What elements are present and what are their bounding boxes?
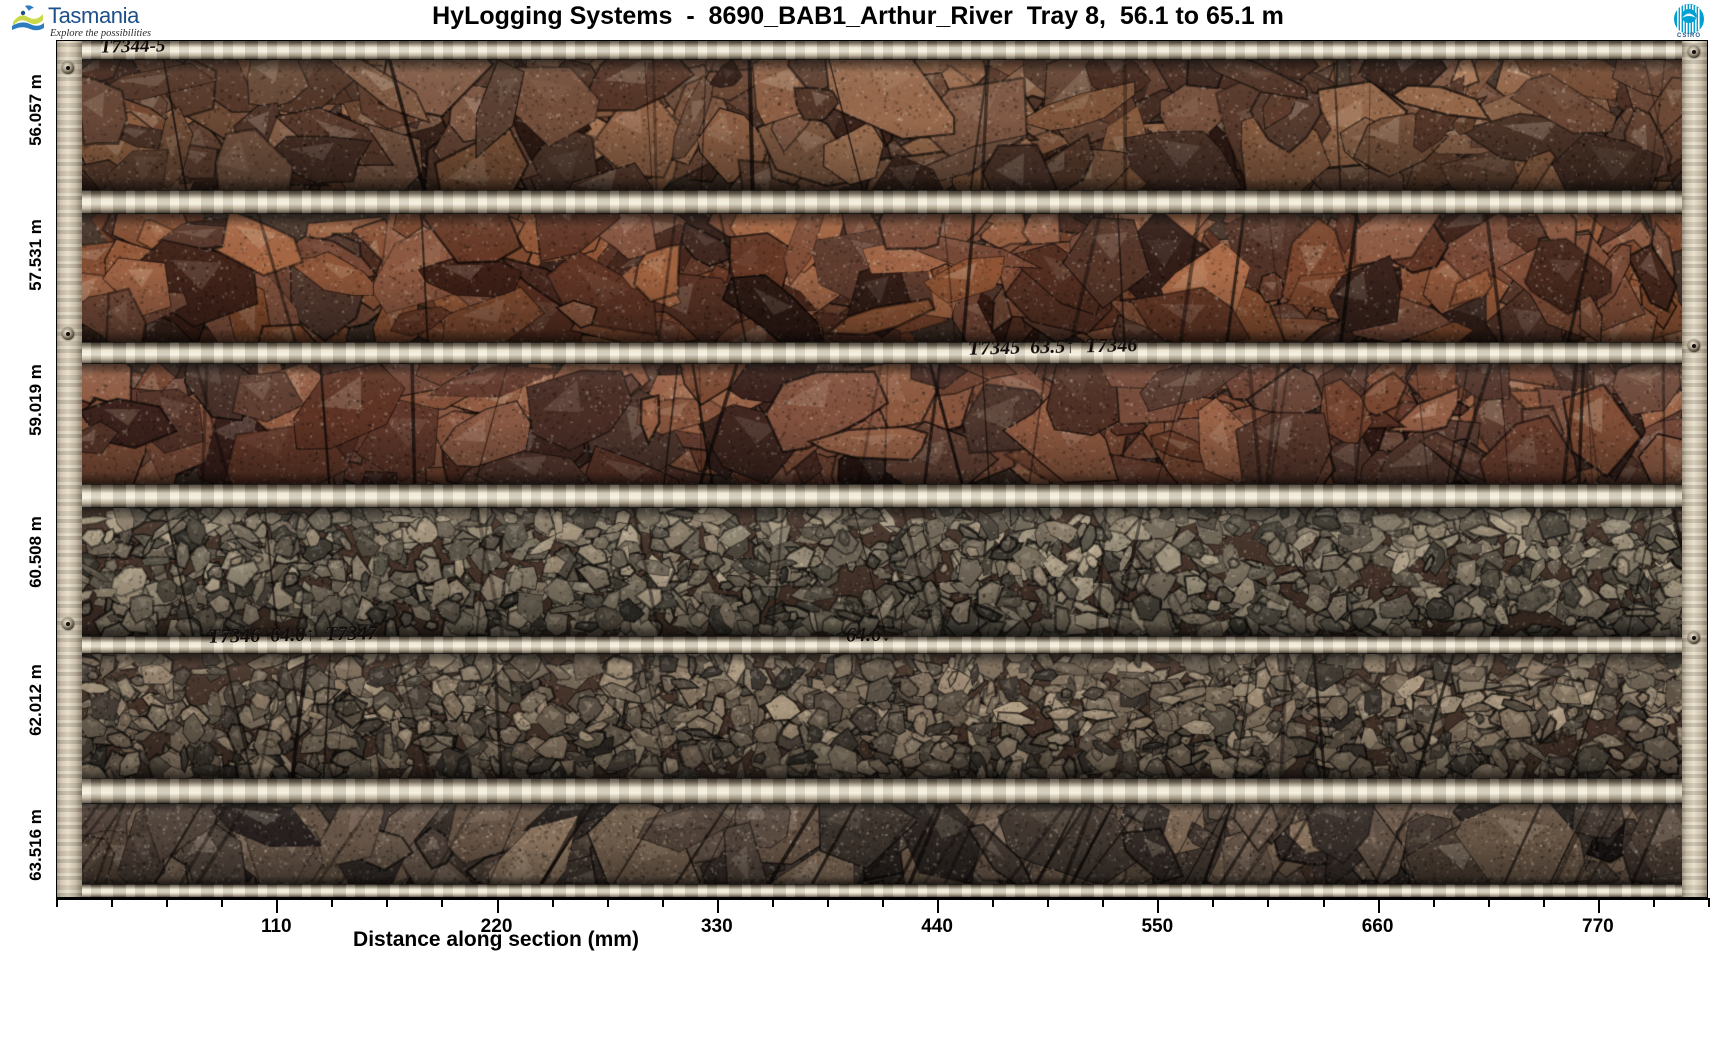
y-tick-label-3: 60.508 m (25, 516, 45, 588)
x-axis-title: Distance along section (mm) (353, 928, 639, 951)
tray-divider-2 (82, 342, 1682, 364)
x-tick-label-6: 770 (1582, 916, 1614, 937)
x-axis-minor-tick (1487, 898, 1490, 907)
x-tick-label-0: 110 (260, 916, 292, 937)
x-tick-label-1: 220 (480, 916, 513, 937)
core-row-6 (82, 804, 1682, 884)
x-axis-major-tick (716, 898, 719, 913)
tray-divider-4 (82, 636, 1682, 654)
y-tick-label-1: 57.531 m (25, 219, 45, 291)
tray-rail-bottom (82, 884, 1682, 898)
core-texture (82, 804, 1682, 884)
x-axis-minor-tick (1322, 898, 1325, 907)
x-tick-label-2: 330 (700, 916, 733, 937)
x-axis-minor-tick (771, 898, 774, 907)
x-axis-minor-tick (606, 898, 609, 907)
y-tick-label-5: 63.516 m (25, 809, 45, 881)
tray-screw (1688, 632, 1700, 644)
core-row-4 (82, 508, 1682, 636)
tray-rail-left (56, 40, 82, 898)
x-axis-minor-tick (826, 898, 829, 907)
x-axis-minor-tick (882, 898, 884, 907)
x-axis-minor-tick (1047, 898, 1050, 907)
y-axis: 56.057 m 57.531 m 59.019 m 60.508 m 62.0… (0, 40, 56, 898)
core-tray-image: T7344-5 T7345 63.5↑ T7346 T7346 64.0↑ T7… (56, 40, 1708, 898)
tray-screw (62, 328, 74, 340)
core-row-1 (82, 60, 1682, 190)
x-axis-minor-tick (1432, 898, 1435, 907)
core-row-2 (82, 214, 1682, 342)
tasmania-emblem-icon (12, 5, 44, 31)
tray-screw (62, 62, 74, 74)
x-axis-minor-tick (166, 898, 169, 907)
x-axis-minor-tick (1708, 898, 1710, 907)
core-texture (82, 654, 1682, 778)
x-axis-minor-tick (221, 898, 224, 907)
x-axis-minor-tick (661, 898, 664, 907)
page-title: HyLogging Systems - 8690_BAB1_Arthur_Riv… (432, 2, 1284, 30)
y-tick-label-2: 59.019 m (25, 364, 45, 436)
x-axis-minor-tick (1542, 898, 1545, 907)
x-axis-minor-tick (551, 898, 554, 907)
x-axis-major-tick (937, 898, 940, 913)
x-axis-major-tick (1157, 898, 1160, 913)
annotation-marker-1: T7345 63.5↑ T7346 (967, 334, 1138, 360)
y-tick-label-4: 62.012 m (25, 664, 45, 736)
annotation-marker-2: T7346 64.0↑ T7347 (207, 622, 378, 648)
tray-divider-1 (82, 190, 1682, 214)
x-axis-minor-tick (1102, 898, 1105, 907)
tasmania-wordmark: Tasmania (48, 3, 139, 28)
tray-divider-5 (82, 778, 1682, 804)
csiro-wordmark: CSIRO (1676, 33, 1701, 39)
x-axis-major-tick (496, 898, 499, 913)
core-texture (82, 364, 1682, 484)
tray-rail-right (1682, 40, 1708, 898)
x-tick-label-3: 440 (921, 916, 953, 937)
x-axis-major-tick (1377, 898, 1380, 913)
tray-rail-top (82, 40, 1682, 60)
x-axis-minor-tick (441, 898, 444, 907)
x-axis: 110 220 330 440 550 660 770 (56, 898, 1710, 937)
core-row-5 (82, 654, 1682, 778)
tasmania-tagline: Explore the possibilities (50, 28, 152, 39)
x-axis-minor-tick (331, 898, 334, 907)
header-bar: Tasmania Explore the possibilities HyLog… (0, 0, 1716, 40)
x-axis-minor-tick (1267, 898, 1270, 907)
core-texture (82, 214, 1682, 342)
annotation-marker-0: T7344-5 (99, 40, 166, 58)
tray-screw (1688, 46, 1700, 58)
x-axis-minor-tick (1212, 898, 1215, 907)
x-axis-major-tick (1597, 898, 1600, 913)
x-axis-minor-tick (992, 898, 995, 907)
core-texture (82, 508, 1682, 636)
y-tick-label-0: 56.057 m (25, 74, 45, 146)
core-row-3 (82, 364, 1682, 484)
x-axis-minor-tick (386, 898, 389, 907)
x-tick-label-5: 660 (1361, 916, 1394, 937)
x-axis-major-tick (276, 898, 279, 913)
tray-divider-3 (82, 484, 1682, 508)
annotation-marker-3: 64.6↓ (845, 623, 892, 647)
x-axis-minor-tick (1652, 898, 1655, 907)
tasmania-logo: Tasmania Explore the possibilities (4, 1, 156, 43)
core-texture (82, 60, 1682, 190)
x-axis-minor-tick (111, 898, 114, 907)
tray-screw (62, 618, 74, 630)
csiro-logo-icon (1674, 4, 1704, 34)
x-axis-minor-tick (56, 898, 58, 907)
x-tick-label-4: 550 (1141, 916, 1174, 937)
tray-screw (1688, 340, 1700, 352)
